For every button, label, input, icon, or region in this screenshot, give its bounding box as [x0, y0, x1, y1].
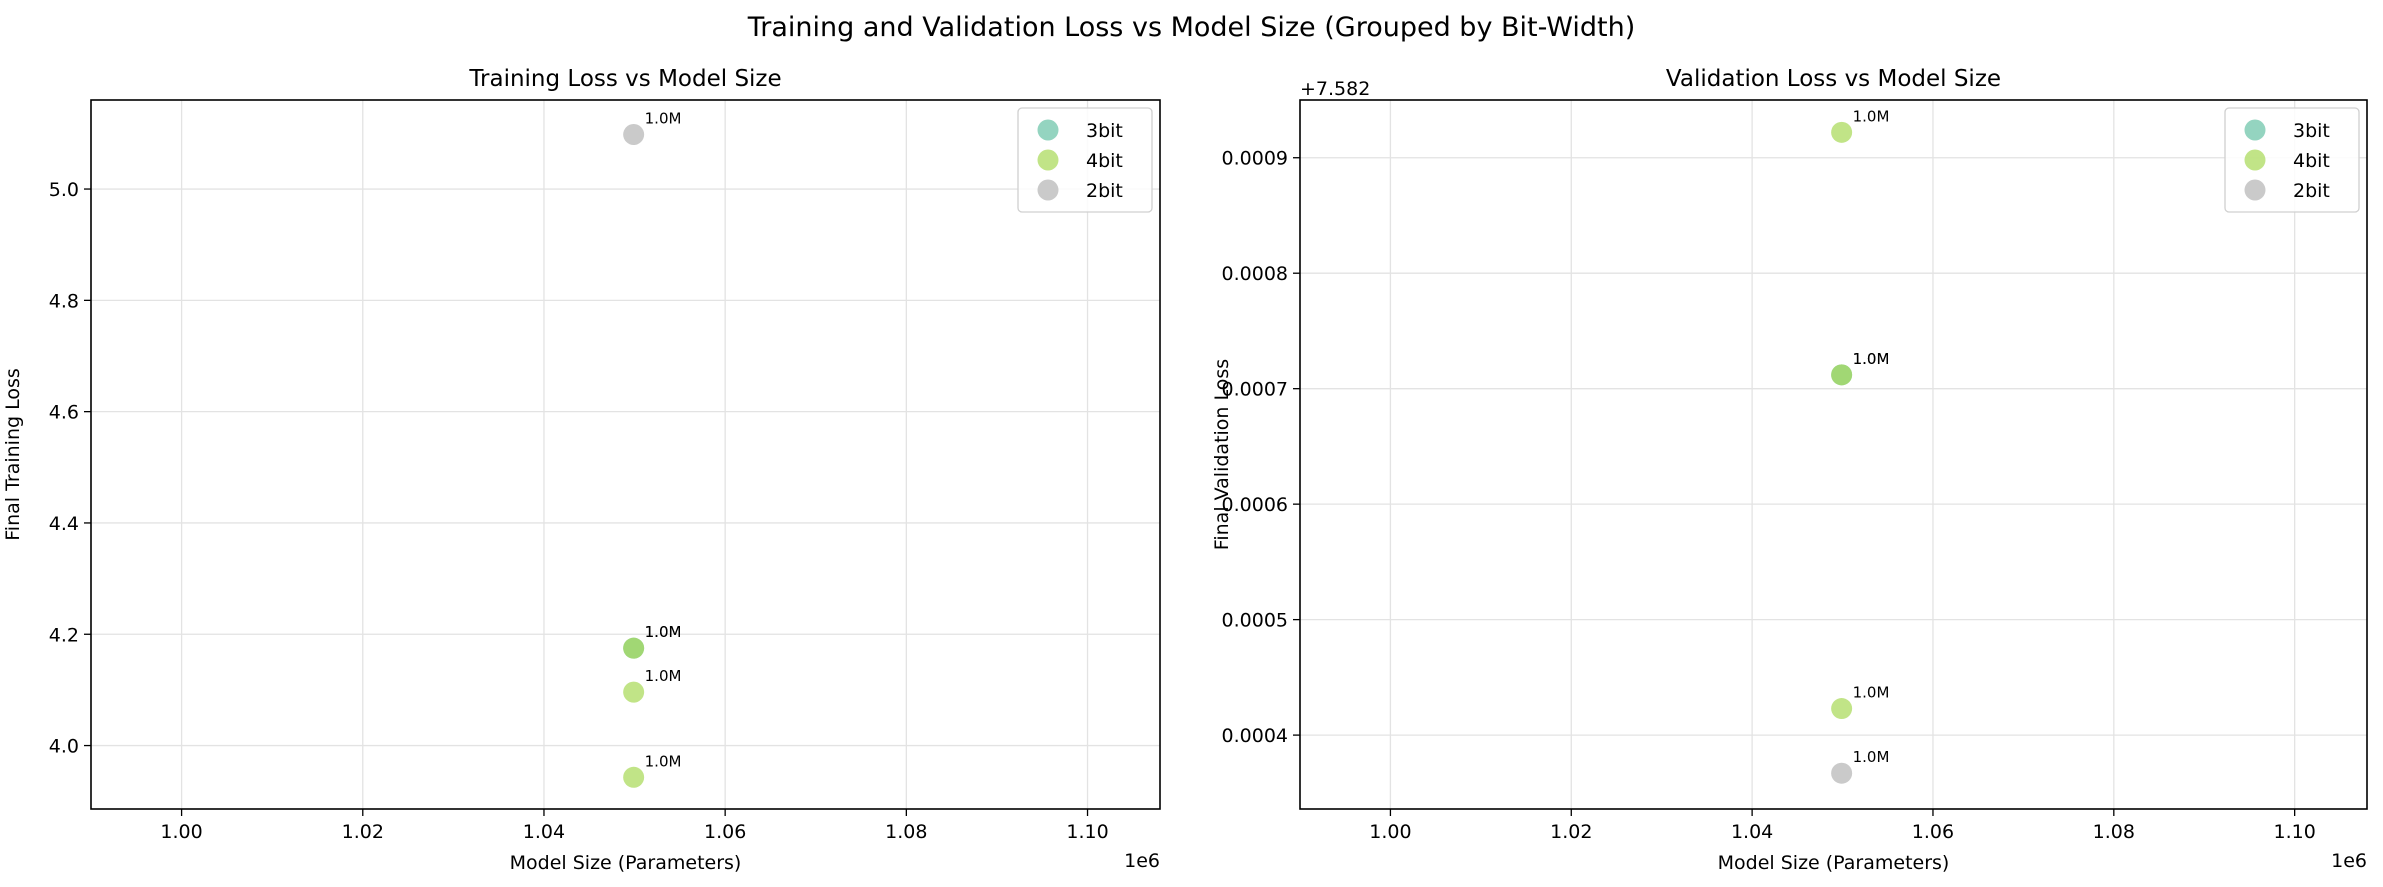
x-offset-label: 1e6 — [1124, 850, 1160, 872]
data-point-4bit — [623, 681, 645, 703]
y-tick-label: 0.0006 — [1222, 494, 1288, 516]
point-annotation: 1.0M — [1853, 107, 1890, 125]
point-annotation: 1.0M — [645, 110, 682, 128]
point-annotation: 1.0M — [1853, 350, 1890, 368]
point-annotation: 1.0M — [645, 667, 682, 685]
legend-label-3bit: 3bit — [2293, 120, 2330, 142]
y-tick-label: 4.0 — [49, 736, 79, 758]
data-point-4bit — [1831, 698, 1853, 720]
x-tick-label: 1.06 — [704, 821, 746, 843]
y-tick-label: 4.4 — [49, 513, 79, 535]
y-tick-label: 0.0008 — [1222, 263, 1288, 285]
x-tick-label: 1.00 — [1369, 821, 1411, 843]
legend-label-2bit: 2bit — [1086, 180, 1123, 202]
y-axis-label: Final Training Loss — [2, 368, 24, 541]
data-point-4bit — [623, 637, 645, 659]
data-point-2bit — [1831, 762, 1853, 784]
x-tick-label: 1.02 — [1550, 821, 1592, 843]
x-offset-label: 1e6 — [2331, 850, 2367, 872]
legend-marker-2bit — [1037, 179, 1059, 201]
legend-label-4bit: 4bit — [2293, 150, 2330, 172]
x-tick-label: 1.04 — [523, 821, 565, 843]
x-tick-label: 1.08 — [2093, 821, 2135, 843]
y-tick-label: 0.0009 — [1222, 148, 1288, 170]
plot-frame — [90, 99, 1161, 810]
x-tick-label: 1.02 — [342, 821, 384, 843]
panel-title: Training Loss vs Model Size — [468, 66, 781, 92]
y-tick-label: 0.0007 — [1222, 379, 1288, 401]
plot-frame — [1299, 99, 2368, 810]
point-annotation: 1.0M — [1853, 684, 1890, 702]
point-annotation: 1.0M — [1853, 748, 1890, 766]
data-point-4bit — [1831, 121, 1853, 143]
point-annotation: 1.0M — [645, 623, 682, 641]
y-tick-label: 0.0004 — [1222, 725, 1288, 747]
legend-label-2bit: 2bit — [2293, 180, 2330, 202]
y-axis-label: Final Validation Loss — [1211, 359, 1233, 550]
chart-panel-2: 1.00 1.02 1.04 1.06 1.08 1.10 0.0004 0.0005 0.00… — [1211, 66, 2368, 874]
x-axis-label: Model Size (Parameters) — [1718, 852, 1950, 874]
chart-panel-1: 1.00 1.02 1.04 1.06 1.08 1.10 4.0 4.2 4.4 4.6 4.8 5… — [2, 66, 1161, 874]
legend-label-4bit: 4bit — [1086, 150, 1123, 172]
x-tick-label: 1.00 — [160, 821, 202, 843]
legend-marker-4bit — [1037, 149, 1059, 171]
x-axis-label: Model Size (Parameters) — [510, 852, 742, 874]
y-tick-label: 0.0005 — [1222, 610, 1288, 632]
figure-title: Training and Validation Loss vs Model Si… — [747, 12, 1636, 43]
legend-marker-4bit — [2244, 149, 2266, 171]
x-tick-label: 1.10 — [1066, 821, 1108, 843]
data-point-4bit — [1831, 364, 1853, 386]
panel-title: Validation Loss vs Model Size — [1666, 66, 2001, 92]
x-tick-label: 1.10 — [2274, 821, 2316, 843]
point-annotation: 1.0M — [645, 752, 682, 770]
legend-marker-2bit — [2244, 179, 2266, 201]
point-annotation: 1.0M — [645, 623, 682, 641]
point-annotation: 1.0M — [1853, 350, 1890, 368]
y-tick-label: 5.0 — [49, 179, 79, 201]
legend-marker-3bit — [1037, 119, 1059, 141]
y-tick-label: 4.8 — [49, 290, 79, 312]
data-point-2bit — [623, 124, 645, 146]
legend-marker-3bit — [2244, 119, 2266, 141]
y-tick-label: 4.6 — [49, 402, 79, 424]
y-offset-label: +7.582 — [1300, 78, 1370, 100]
legend: 3bit 4bit 2bit — [2224, 107, 2360, 213]
legend-label-3bit: 3bit — [1086, 120, 1123, 142]
x-tick-label: 1.08 — [885, 821, 927, 843]
x-tick-label: 1.04 — [1731, 821, 1773, 843]
data-point-4bit — [623, 766, 645, 788]
x-tick-label: 1.06 — [1912, 821, 1954, 843]
y-tick-label: 4.2 — [49, 624, 79, 646]
legend: 3bit 4bit 2bit — [1017, 107, 1153, 213]
